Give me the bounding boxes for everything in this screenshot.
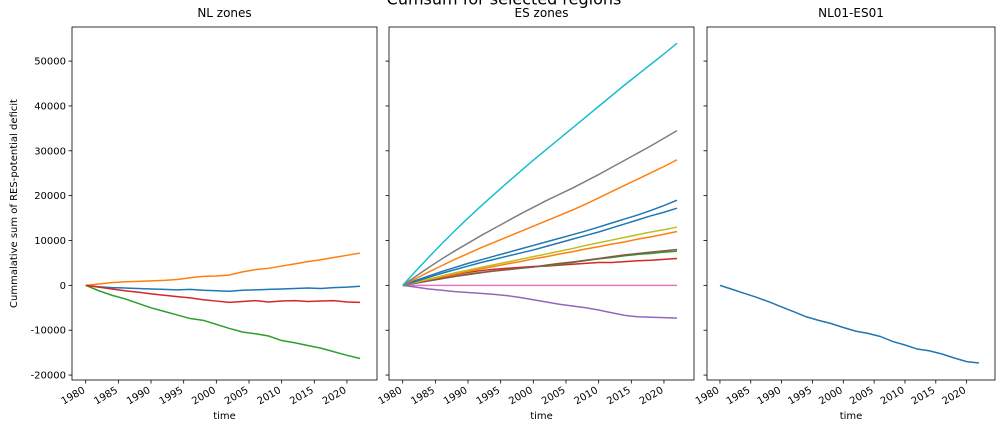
series-line [402, 42, 678, 286]
x-tick-label: 2015 [910, 385, 938, 407]
x-tick-label: 1985 [92, 385, 120, 407]
x-tick-label: 1980 [60, 385, 88, 407]
x-tick-label: 1980 [694, 385, 722, 407]
y-tick-label: 10000 [34, 236, 66, 247]
axes-frame [706, 26, 996, 381]
x-tick-label: 1980 [377, 385, 405, 407]
y-axis-label: Cummalative sum of RES-potential deficit [9, 99, 20, 308]
plot-area [402, 42, 678, 319]
y-tick-label: 40000 [34, 101, 66, 112]
x-tick-label: 2000 [190, 385, 218, 407]
x-tick-label: 2015 [605, 385, 633, 407]
x-axis-label: time [840, 411, 863, 422]
x-axis-label: time [530, 411, 553, 422]
x-tick-label: 2015 [288, 385, 316, 407]
x-tick-label: 2005 [540, 385, 568, 407]
x-tick-label: 2005 [223, 385, 251, 407]
series-line [402, 250, 678, 287]
y-tick-label: 50000 [34, 57, 66, 68]
series-line [402, 129, 678, 286]
subplot-title: NL01-ES01 [818, 6, 884, 20]
plot-area [85, 252, 361, 360]
series-line [402, 159, 678, 287]
series-line [402, 248, 678, 287]
series-line [402, 199, 678, 287]
subplot-title: NL zones [197, 6, 251, 20]
x-tick-label: 1990 [442, 385, 470, 407]
subplot-title: ES zones [515, 6, 569, 20]
series-line [85, 284, 361, 360]
x-tick-label: 2020 [638, 385, 666, 407]
series-line [402, 226, 678, 287]
x-tick-label: 1990 [756, 385, 784, 407]
series-line [402, 230, 678, 287]
series-line [85, 252, 361, 287]
y-tick-label: 20000 [34, 191, 66, 202]
axes-frame [388, 26, 695, 381]
x-tick-label: 2010 [573, 385, 601, 407]
x-tick-label: 2010 [256, 385, 284, 407]
x-tick-label: 1990 [125, 385, 153, 407]
axes-frame [71, 26, 378, 381]
series-line [402, 257, 678, 287]
x-tick-label: 1995 [786, 385, 814, 407]
y-tick-label: -10000 [31, 326, 66, 337]
series-line [85, 284, 361, 304]
x-tick-label: 2000 [817, 385, 845, 407]
series-line [719, 284, 980, 364]
figure-title: Cumsum for selected regions [387, 0, 622, 9]
x-tick-label: 1995 [158, 385, 186, 407]
x-tick-label: 2010 [879, 385, 907, 407]
y-tick-label: 0 [60, 281, 66, 292]
x-axis-label: time [213, 411, 236, 422]
x-tick-label: 2020 [941, 385, 969, 407]
x-tick-label: 2005 [848, 385, 876, 407]
series-line [402, 284, 678, 319]
x-tick-label: 1985 [409, 385, 437, 407]
x-tick-label: 1985 [725, 385, 753, 407]
series-line [85, 284, 361, 292]
x-tick-label: 2020 [321, 385, 349, 407]
x-tick-label: 2000 [507, 385, 535, 407]
y-tick-label: 30000 [34, 146, 66, 157]
y-tick-label: -20000 [31, 371, 66, 382]
x-tick-label: 1995 [475, 385, 503, 407]
series-line [402, 207, 678, 287]
plot-area [719, 284, 980, 364]
